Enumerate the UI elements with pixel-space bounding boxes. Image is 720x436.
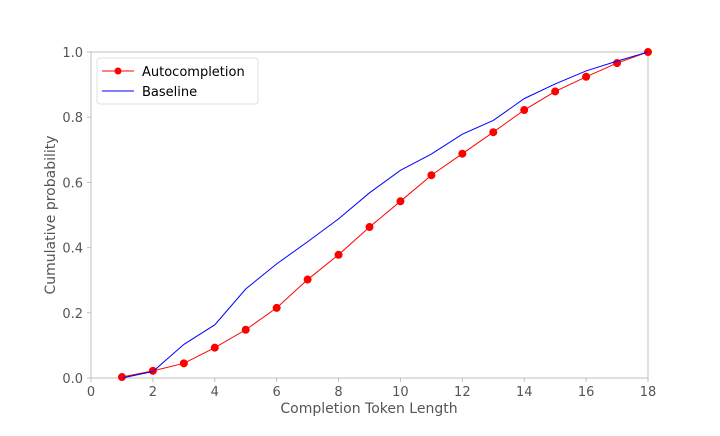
autocompletion-point (489, 128, 498, 137)
y-tick-label: 1.0 (62, 46, 83, 61)
autocompletion-point (179, 359, 188, 368)
x-tick-label: 4 (211, 385, 219, 400)
autocompletion-point (520, 106, 529, 115)
x-tick-label: 0 (87, 385, 95, 400)
x-tick-label: 16 (578, 385, 595, 400)
x-tick-label: 8 (334, 385, 342, 400)
y-tick-label: 0.8 (62, 111, 83, 126)
x-tick-label: 12 (454, 385, 471, 400)
x-tick-label: 2 (149, 385, 157, 400)
legend-box (96, 57, 259, 105)
legend-autocompletion-label: Autocompletion (142, 65, 245, 80)
autocompletion-point (272, 303, 281, 312)
y-tick-label: 0.2 (62, 307, 83, 322)
autocompletion-point (241, 325, 250, 334)
y-tick-label: 0.4 (62, 242, 83, 257)
x-tick-label: 18 (640, 385, 657, 400)
legend-autocompletion-marker (114, 67, 122, 75)
y-tick-label: 0.0 (62, 372, 83, 387)
autocompletion-point (551, 87, 560, 96)
plot-frame (90, 51, 649, 379)
autocompletion-point (396, 197, 405, 206)
x-tick-label: 6 (273, 385, 281, 400)
autocompletion-line (121, 51, 649, 378)
autocompletion-point (303, 275, 312, 284)
x-axis-label: Completion Token Length (280, 401, 457, 417)
legend-baseline-label: Baseline (142, 85, 197, 100)
series-layer (117, 48, 652, 382)
y-tick-label: 0.6 (62, 176, 83, 191)
x-tick-label: 10 (392, 385, 409, 400)
x-tick-label: 14 (516, 385, 533, 400)
autocompletion-point (334, 250, 343, 259)
legend-layer: Autocompletion Baseline (96, 57, 259, 105)
autocompletion-point (582, 72, 591, 81)
baseline-line (121, 51, 649, 379)
autocompletion-point (427, 171, 436, 180)
axes-layer: 0 2 4 6 8 10 12 14 16 18 0.0 0.2 0.4 0.6 0.8 1.0 (62, 46, 656, 400)
autocompletion-point (458, 149, 467, 158)
y-axis-label: Cumulative probability (43, 135, 59, 294)
autocompletion-point (365, 223, 374, 232)
autocompletion-point (210, 343, 219, 352)
